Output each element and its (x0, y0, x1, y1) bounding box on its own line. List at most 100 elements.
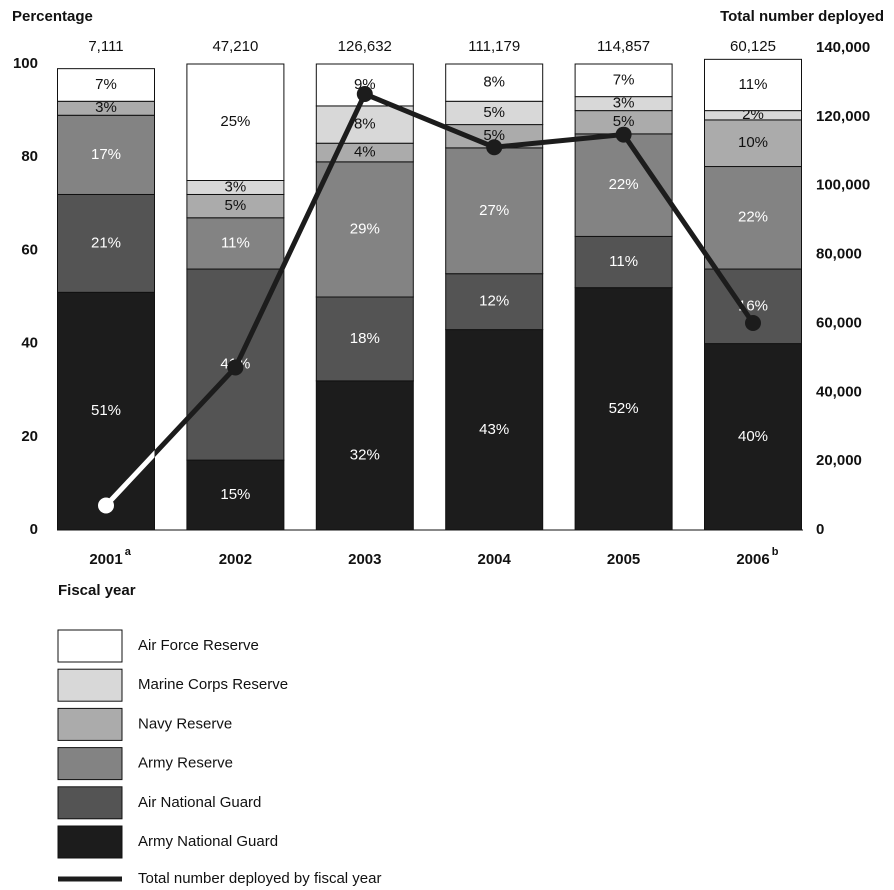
y-tick-label: 80 (21, 148, 38, 165)
bar-segment (704, 343, 802, 531)
value-label: 21% (91, 234, 121, 251)
total-label: 111,179 (468, 38, 520, 55)
legend-swatch (57, 668, 123, 702)
legend-label: Total number deployed by fiscal year (138, 870, 381, 887)
bar-segment (57, 291, 155, 531)
bar-segment (445, 329, 544, 531)
total-marker (98, 497, 114, 514)
value-label: 11% (221, 234, 250, 251)
value-label: 5% (613, 113, 635, 130)
value-label: 18% (350, 330, 380, 347)
legend-label: Navy Reserve (138, 715, 232, 732)
y2-tick-label: 60,000 (816, 314, 862, 331)
bar-segment (186, 63, 285, 181)
bar-segment (574, 287, 673, 531)
value-label: 11% (609, 253, 638, 270)
value-label: 4% (354, 144, 376, 161)
category-note: a (125, 546, 132, 558)
bar-segment (704, 268, 802, 345)
legend-label: Army National Guard (138, 833, 278, 850)
y-axis-title: Percentage (12, 8, 93, 25)
bar-segment (186, 459, 285, 531)
value-label: 17% (91, 146, 121, 163)
y2-tick-label: 120,000 (816, 108, 870, 125)
value-label: 10% (738, 134, 768, 151)
value-label: 40% (738, 428, 768, 445)
bar-segment (315, 296, 414, 382)
x-tick-label: 2004 (478, 551, 512, 568)
total-marker (745, 314, 761, 331)
legend-swatch (57, 747, 123, 781)
legend-label: Army Reserve (138, 755, 233, 772)
value-label: 12% (479, 293, 509, 310)
total-marker (615, 126, 632, 143)
value-label: 8% (483, 74, 505, 91)
value-label: 27% (479, 202, 509, 219)
bar-segment (315, 380, 414, 531)
value-label: 3% (613, 95, 635, 112)
legend-swatch (57, 707, 123, 741)
value-label: 7% (95, 76, 117, 93)
total-label: 60,125 (730, 38, 776, 55)
value-label: 11% (739, 76, 768, 93)
y2-tick-label: 40,000 (816, 383, 862, 400)
x-tick-label: 2003 (348, 551, 381, 568)
y-tick-label: 60 (21, 241, 38, 258)
y-tick-label: 40 (21, 335, 38, 352)
legend-swatch (57, 786, 123, 820)
value-label: 5% (483, 127, 505, 144)
y2-axis-title: Total number deployed (720, 8, 884, 25)
bar-segment (574, 63, 673, 98)
total-label: 7,111 (88, 38, 123, 55)
bar-segment (574, 235, 673, 289)
y2-tick-label: 20,000 (816, 452, 862, 469)
total-label: 126,632 (338, 38, 392, 55)
y2-tick-label: 80,000 (816, 246, 862, 263)
y2-tick-label: 100,000 (816, 177, 870, 194)
total-label: 47,210 (212, 38, 258, 55)
value-label: 15% (220, 486, 250, 503)
x-tick-label: 2001 (89, 551, 122, 568)
bar-segment (186, 217, 285, 270)
x-tick-label: 2006 (736, 551, 769, 568)
value-label: 25% (220, 113, 250, 130)
x-axis-title: Fiscal year (58, 582, 136, 599)
value-label: 3% (95, 99, 117, 116)
value-label: 52% (609, 400, 639, 417)
total-marker (227, 359, 244, 376)
value-label: 32% (350, 446, 380, 463)
legend-swatch (57, 629, 123, 663)
y-tick-label: 20 (21, 428, 38, 445)
value-label: 7% (613, 71, 635, 88)
legend-label: Air Force Reserve (138, 637, 259, 654)
total-line (104, 90, 756, 508)
x-tick-label: 2005 (607, 551, 640, 568)
category-note: b (772, 546, 779, 558)
value-label: 51% (91, 402, 121, 419)
value-label: 22% (738, 209, 768, 226)
value-label: 5% (483, 104, 505, 121)
y2-tick-label: 140,000 (816, 39, 870, 56)
bar-segment (315, 161, 414, 298)
legend-label: Marine Corps Reserve (138, 676, 288, 693)
legend-label: Air National Guard (138, 794, 261, 811)
value-label: 22% (609, 176, 639, 193)
bar-segment (704, 166, 802, 270)
bar-segment (445, 273, 544, 331)
total-marker (486, 139, 503, 156)
bar-segment (57, 68, 155, 102)
bar-segment (445, 147, 544, 275)
bar-segment (704, 58, 802, 112)
total-marker (356, 86, 373, 103)
bar-segment (315, 105, 414, 144)
bar-segment (445, 63, 544, 102)
value-label: 29% (350, 220, 380, 237)
x-tick-label: 2002 (219, 551, 252, 568)
value-label: 8% (354, 116, 376, 133)
value-label: 5% (225, 197, 247, 214)
y2-tick-label: 0 (816, 521, 824, 538)
value-label: 3% (225, 178, 247, 195)
bar-segment (704, 119, 802, 168)
y-tick-label: 100 (13, 55, 38, 72)
